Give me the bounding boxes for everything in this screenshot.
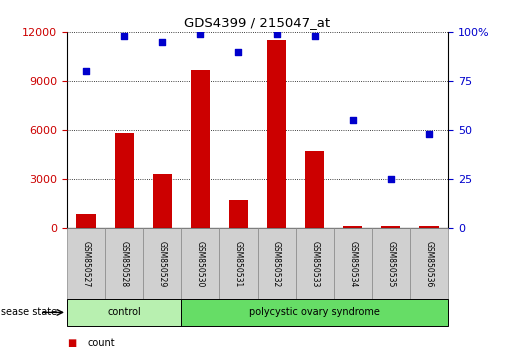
Bar <box>382 226 401 228</box>
Bar <box>419 226 439 228</box>
Text: count: count <box>88 338 115 348</box>
Bar <box>296 228 334 299</box>
Text: GSM850531: GSM850531 <box>234 241 243 287</box>
Bar <box>153 174 172 228</box>
Text: GSM850529: GSM850529 <box>158 241 167 287</box>
Text: GSM850536: GSM850536 <box>424 240 434 287</box>
Bar <box>219 228 258 299</box>
Title: GDS4399 / 215047_at: GDS4399 / 215047_at <box>184 16 331 29</box>
Text: disease state: disease state <box>0 307 57 318</box>
Text: control: control <box>107 307 141 318</box>
Bar <box>114 132 134 228</box>
Bar <box>258 228 296 299</box>
Bar <box>181 299 448 326</box>
Point <box>311 33 319 39</box>
Bar <box>67 299 181 326</box>
Bar <box>267 40 286 228</box>
Bar <box>105 228 143 299</box>
Bar <box>334 228 372 299</box>
Point <box>272 31 281 37</box>
Text: GSM850533: GSM850533 <box>310 240 319 287</box>
Point <box>425 131 433 137</box>
Text: GSM850528: GSM850528 <box>119 241 129 287</box>
Bar <box>410 228 448 299</box>
Bar <box>181 228 219 299</box>
Bar <box>344 226 363 228</box>
Point <box>387 176 395 182</box>
Bar <box>143 228 181 299</box>
Text: GSM850534: GSM850534 <box>348 240 357 287</box>
Bar <box>229 200 248 228</box>
Text: polycystic ovary syndrome: polycystic ovary syndrome <box>249 307 380 318</box>
Bar <box>305 152 324 228</box>
Text: ■: ■ <box>67 338 76 348</box>
Text: GSM850530: GSM850530 <box>196 240 205 287</box>
Point <box>349 118 357 123</box>
Point <box>158 39 166 45</box>
Point <box>234 48 243 54</box>
Text: GSM850535: GSM850535 <box>386 240 396 287</box>
Text: GSM850527: GSM850527 <box>81 241 91 287</box>
Point <box>82 68 90 74</box>
Bar <box>67 228 105 299</box>
Point <box>196 31 204 37</box>
Bar <box>372 228 410 299</box>
Point <box>120 33 128 39</box>
Bar <box>76 213 96 228</box>
Bar <box>191 69 210 228</box>
Text: GSM850532: GSM850532 <box>272 241 281 287</box>
